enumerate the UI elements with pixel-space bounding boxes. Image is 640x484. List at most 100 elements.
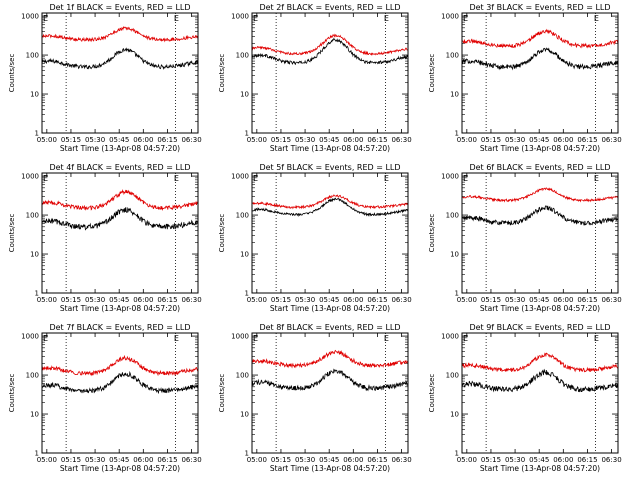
x-tick-label: 05:15 (271, 456, 291, 464)
y-tick-label: 1000 (21, 13, 39, 21)
x-tick-label: 05:15 (481, 136, 501, 144)
x-tick-label: 05:45 (529, 296, 549, 304)
y-tick-label: 10 (240, 91, 249, 99)
chart-title: Det 7f BLACK = Events, RED = LLD (49, 323, 190, 332)
x-tick-label: 05:00 (457, 296, 477, 304)
x-axis-label: Start Time (13-Apr-08 04:57:20) (60, 304, 180, 313)
event-marker-label: E (463, 174, 468, 183)
x-tick-label: 06:00 (553, 296, 573, 304)
x-tick-label: 05:30 (295, 136, 315, 144)
y-tick-label: 100 (236, 52, 249, 60)
x-tick-label: 05:45 (319, 136, 339, 144)
event-marker-label: E (384, 334, 389, 343)
x-tick-label: 06:30 (601, 296, 621, 304)
y-tick-label: 100 (26, 212, 39, 220)
x-tick-label: 05:45 (109, 456, 129, 464)
event-marker-label: E (594, 334, 599, 343)
x-tick-label: 05:30 (505, 456, 525, 464)
x-tick-label: 05:00 (247, 136, 267, 144)
x-tick-label: 06:00 (343, 296, 363, 304)
lld-series-line (461, 352, 619, 373)
x-tick-label: 06:00 (343, 456, 363, 464)
event-marker-label: E (253, 14, 258, 23)
y-tick-label: 10 (30, 91, 39, 99)
x-axis-label: Start Time (13-Apr-08 04:57:20) (480, 304, 600, 313)
x-tick-label: 05:00 (457, 136, 477, 144)
events-series-line (41, 47, 199, 71)
x-tick-label: 06:15 (577, 136, 597, 144)
x-tick-label: 05:15 (271, 136, 291, 144)
x-tick-label: 06:30 (601, 456, 621, 464)
lld-series-line (41, 354, 199, 377)
events-series-line (251, 197, 409, 218)
x-axis-label: Start Time (13-Apr-08 04:57:20) (60, 464, 180, 473)
x-tick-label: 05:15 (271, 296, 291, 304)
x-tick-label: 05:45 (529, 136, 549, 144)
chart-panel-9: Det 9f BLACK = Events, RED = LLD Counts/s… (428, 323, 622, 473)
events-series-line (461, 47, 619, 71)
lld-series-line (461, 28, 619, 49)
x-tick-label: 05:15 (61, 136, 81, 144)
y-tick-label: 1000 (441, 333, 459, 341)
x-tick-label: 05:45 (319, 456, 339, 464)
y-tick-label: 1000 (231, 13, 249, 21)
x-tick-label: 06:15 (577, 456, 597, 464)
plot-frame (461, 172, 619, 294)
y-tick-label: 1 (245, 290, 249, 298)
events-series-line (461, 205, 619, 226)
y-tick-label: 1 (35, 450, 39, 458)
y-tick-label: 10 (30, 411, 39, 419)
event-marker-label: E (594, 174, 599, 183)
plot-frame (41, 332, 199, 454)
y-tick-label: 1000 (21, 333, 39, 341)
plot-frame (41, 12, 199, 134)
x-axis-label: Start Time (13-Apr-08 04:57:20) (480, 144, 600, 153)
y-tick-label: 10 (450, 91, 459, 99)
x-tick-label: 06:15 (577, 296, 597, 304)
x-tick-label: 05:00 (37, 136, 57, 144)
event-marker-label: E (43, 14, 48, 23)
x-tick-label: 06:00 (133, 456, 153, 464)
events-series-line (251, 368, 409, 392)
x-tick-label: 06:15 (367, 296, 387, 304)
x-axis-label: Start Time (13-Apr-08 04:57:20) (60, 144, 180, 153)
x-tick-label: 06:00 (553, 136, 573, 144)
y-tick-label: 100 (446, 212, 459, 220)
x-tick-label: 06:30 (391, 296, 411, 304)
y-tick-label: 1000 (441, 173, 459, 181)
chart-title: Det 4f BLACK = Events, RED = LLD (49, 163, 190, 172)
x-tick-label: 06:00 (343, 136, 363, 144)
x-tick-label: 06:15 (367, 456, 387, 464)
chart-panel-3: Det 3f BLACK = Events, RED = LLD Counts/s… (428, 3, 622, 153)
y-tick-label: 10 (450, 251, 459, 259)
event-marker-label: E (463, 14, 468, 23)
lld-series-line (41, 25, 199, 43)
x-tick-label: 05:30 (85, 456, 105, 464)
y-axis-label: Counts/sec (428, 214, 436, 253)
x-tick-label: 06:15 (157, 296, 177, 304)
x-axis-label: Start Time (13-Apr-08 04:57:20) (270, 144, 390, 153)
x-tick-label: 06:30 (181, 296, 201, 304)
x-tick-label: 06:00 (553, 456, 573, 464)
events-series-line (461, 368, 619, 393)
chart-panel-7: Det 7f BLACK = Events, RED = LLD Counts/s… (8, 323, 202, 473)
y-tick-label: 100 (236, 372, 249, 380)
y-tick-label: 1000 (441, 13, 459, 21)
x-tick-label: 05:00 (457, 456, 477, 464)
y-axis-label: Counts/sec (8, 214, 16, 253)
x-tick-label: 05:45 (319, 296, 339, 304)
lld-series-line (251, 194, 408, 210)
x-axis-label: Start Time (13-Apr-08 04:57:20) (270, 464, 390, 473)
chart-panel-2: Det 2f BLACK = Events, RED = LLD Counts/s… (218, 3, 412, 153)
x-tick-label: 06:15 (367, 136, 387, 144)
chart-title: Det 5f BLACK = Events, RED = LLD (259, 163, 400, 172)
event-marker-label: E (174, 174, 179, 183)
plot-frame (251, 12, 409, 134)
event-marker-label: E (384, 14, 389, 23)
x-tick-label: 05:00 (247, 456, 267, 464)
chart-panel-1: Det 1f BLACK = Events, RED = LLD Counts/s… (8, 3, 202, 153)
y-tick-label: 1 (455, 450, 459, 458)
x-tick-label: 06:30 (181, 456, 201, 464)
y-tick-label: 1 (455, 290, 459, 298)
y-axis-label: Counts/sec (8, 374, 16, 413)
